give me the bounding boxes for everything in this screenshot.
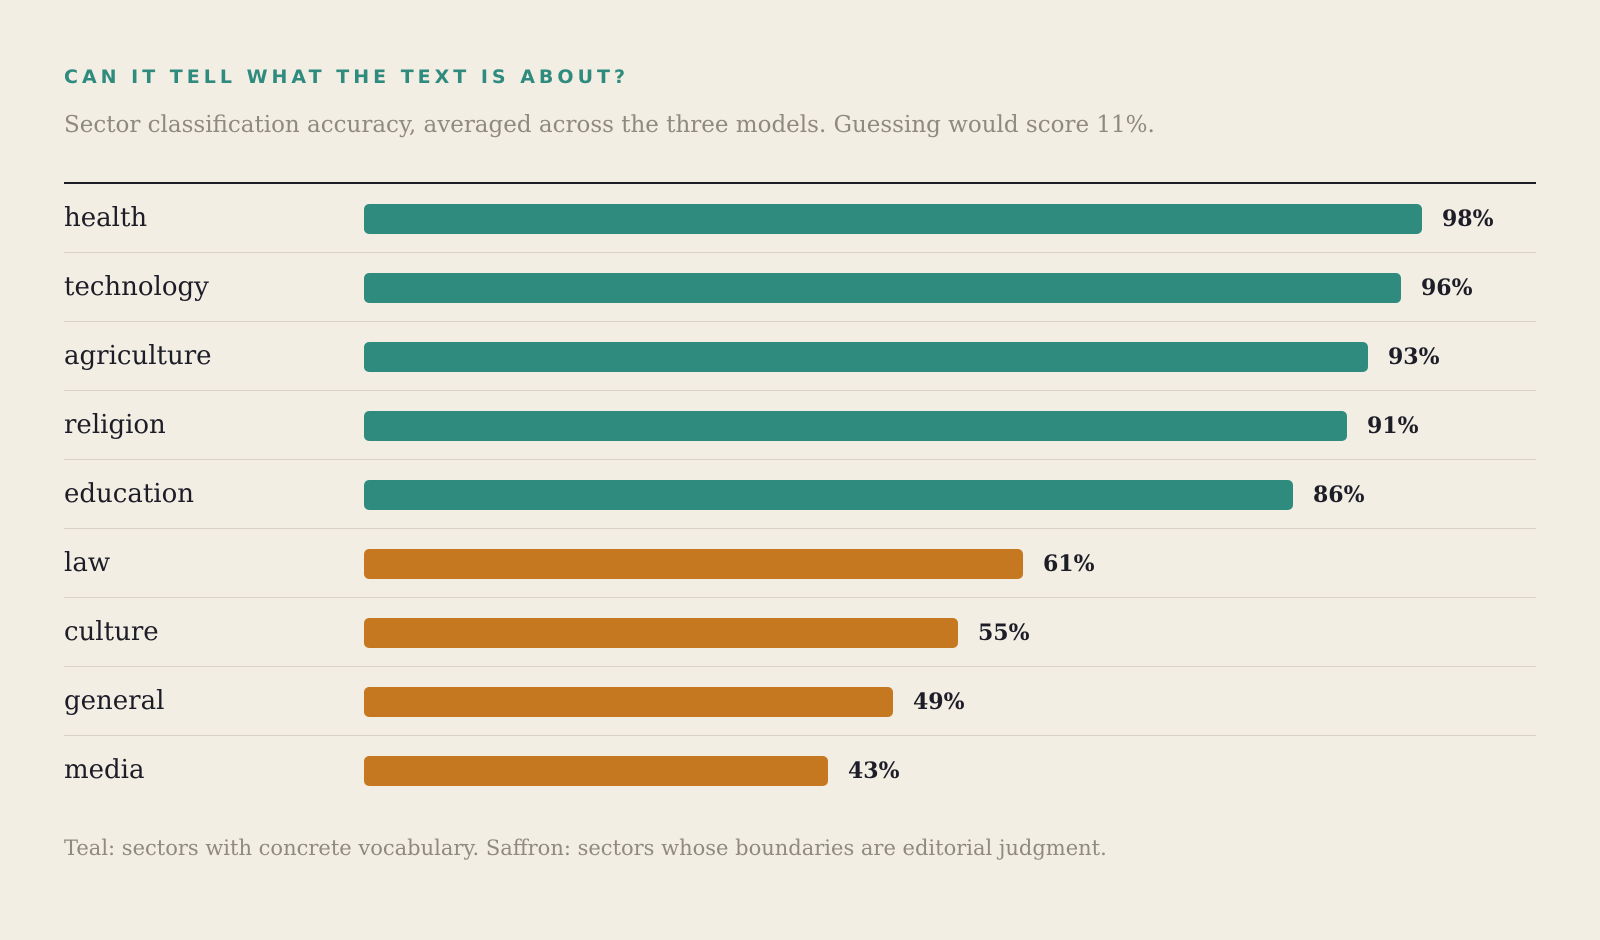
- chart-row-religion: religion 91%: [64, 391, 1536, 460]
- value-label-law: 61%: [1043, 551, 1095, 577]
- bar-technology: [364, 273, 1401, 303]
- bar-chart: health 98% technology 96% agriculture 93% reli…: [64, 184, 1536, 804]
- bar-track-religion: 91%: [364, 411, 1444, 441]
- category-label-education: education: [64, 479, 194, 509]
- bar-law: [364, 549, 1023, 579]
- bar-culture: [364, 618, 958, 648]
- chart-row-general: general 49%: [64, 667, 1536, 736]
- value-label-agriculture: 93%: [1388, 344, 1440, 370]
- chart-eyebrow-title: CAN IT TELL WHAT THE TEXT IS ABOUT?: [64, 66, 629, 88]
- value-label-culture: 55%: [978, 620, 1030, 646]
- category-label-general: general: [64, 686, 165, 716]
- value-label-religion: 91%: [1367, 413, 1419, 439]
- value-label-general: 49%: [913, 689, 965, 715]
- chart-row-media: media 43%: [64, 736, 1536, 804]
- category-label-religion: religion: [64, 410, 166, 440]
- bar-media: [364, 756, 828, 786]
- category-label-technology: technology: [64, 272, 209, 302]
- chart-row-health: health 98%: [64, 184, 1536, 253]
- value-label-media: 43%: [848, 758, 900, 784]
- chart-row-culture: culture 55%: [64, 598, 1536, 667]
- bar-track-technology: 96%: [364, 273, 1473, 303]
- bar-track-general: 49%: [364, 687, 1444, 717]
- chart-row-education: education 86%: [64, 460, 1536, 529]
- chart-subtitle: Sector classification accuracy, averaged…: [64, 112, 1155, 138]
- category-label-culture: culture: [64, 617, 159, 647]
- chart-row-agriculture: agriculture 93%: [64, 322, 1536, 391]
- top-rule-divider: [64, 182, 1536, 184]
- bar-track-agriculture: 93%: [364, 342, 1444, 372]
- category-label-health: health: [64, 203, 148, 233]
- bar-agriculture: [364, 342, 1368, 372]
- bar-health: [364, 204, 1422, 234]
- chart-row-technology: technology 96%: [64, 253, 1536, 322]
- bar-track-law: 61%: [364, 549, 1444, 579]
- chart-row-law: law 61%: [64, 529, 1536, 598]
- category-label-law: law: [64, 548, 111, 578]
- bar-track-media: 43%: [364, 756, 1444, 786]
- category-label-media: media: [64, 755, 145, 785]
- chart-footnote: Teal: sectors with concrete vocabulary. …: [64, 836, 1107, 860]
- category-label-agriculture: agriculture: [64, 341, 212, 371]
- bar-track-education: 86%: [364, 480, 1444, 510]
- bar-religion: [364, 411, 1347, 441]
- value-label-technology: 96%: [1421, 275, 1473, 301]
- bar-track-health: 98%: [364, 204, 1494, 234]
- bar-education: [364, 480, 1293, 510]
- value-label-education: 86%: [1313, 482, 1365, 508]
- bar-track-culture: 55%: [364, 618, 1444, 648]
- value-label-health: 98%: [1442, 206, 1494, 232]
- bar-general: [364, 687, 893, 717]
